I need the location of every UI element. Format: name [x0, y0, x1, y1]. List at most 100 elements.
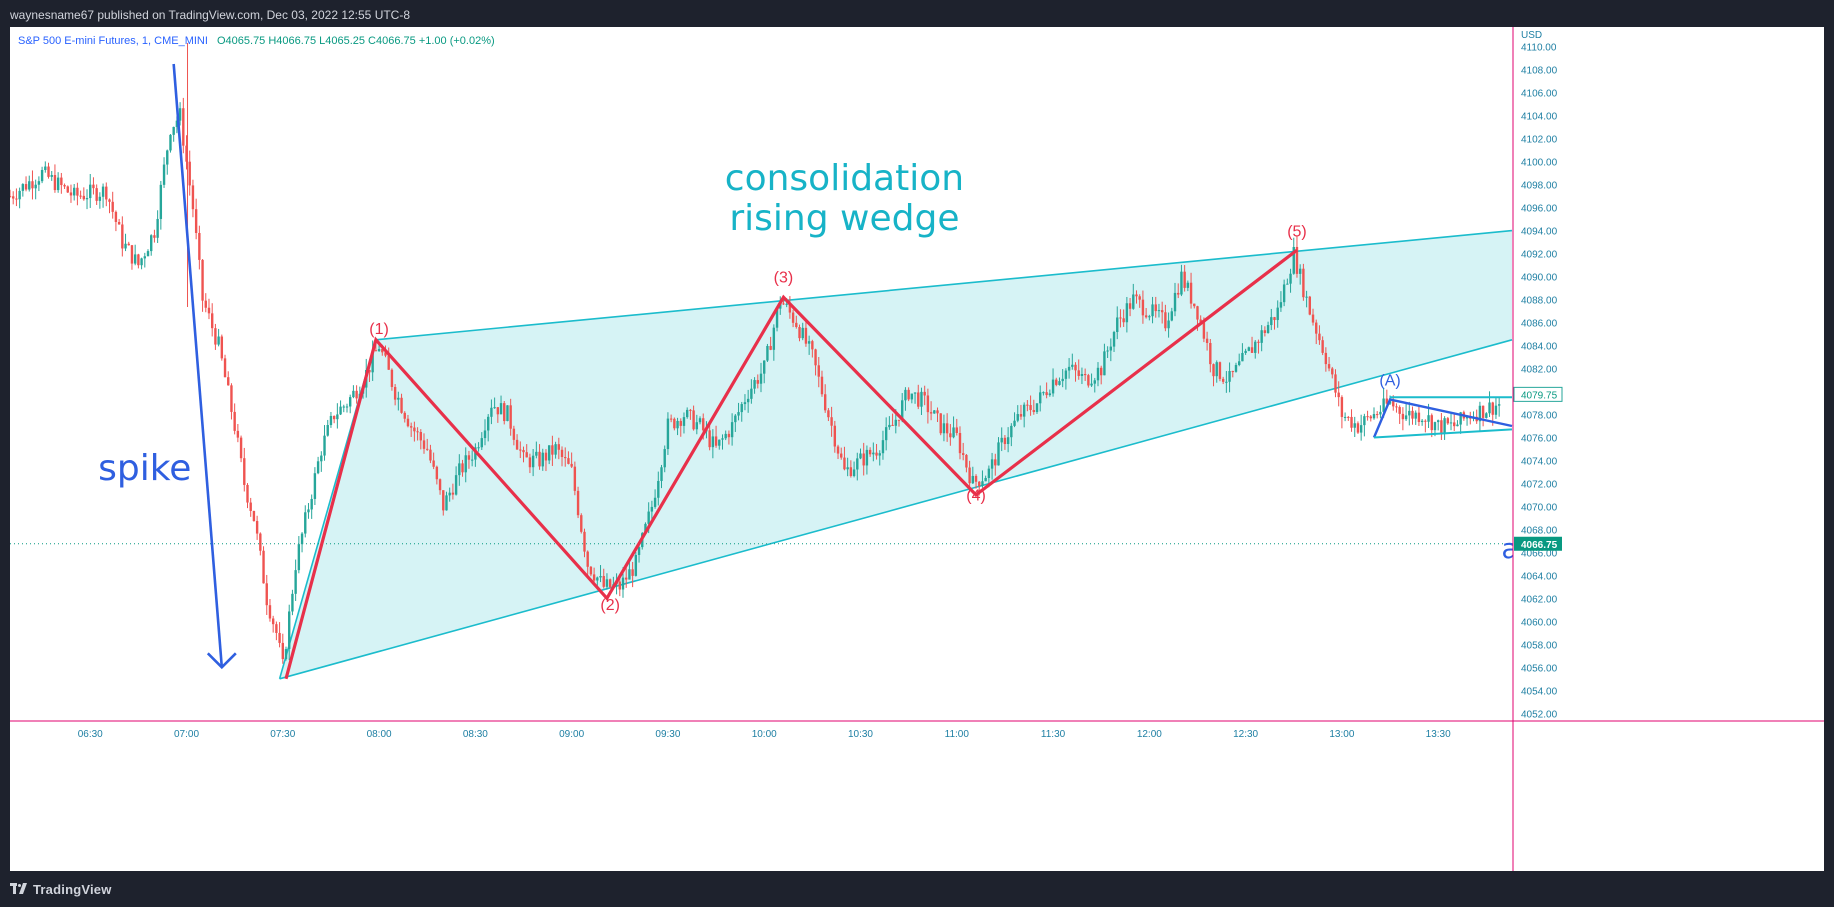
candle-body [843, 457, 846, 470]
candle-body [191, 185, 195, 210]
candle-body [551, 445, 554, 455]
candle-body [522, 450, 525, 453]
candle-body [470, 459, 474, 461]
candle-body [766, 345, 769, 361]
candle-body [1196, 306, 1199, 320]
candle-body [194, 209, 198, 233]
candle-body [1353, 423, 1356, 428]
candle-body [390, 369, 394, 387]
chart-frame[interactable]: (1) (2) (3) (4) (5) (A) consolidation rising we… [10, 27, 1824, 871]
annotation-spike: spike [98, 448, 191, 489]
candle-body [220, 336, 224, 359]
candle-body [1254, 341, 1257, 353]
candle-body [458, 463, 461, 476]
candle-body [833, 425, 837, 447]
secondary-price-label: 4079.75 [1521, 390, 1558, 401]
candle-body [467, 455, 471, 460]
candle-body [515, 439, 519, 450]
candle-body [1366, 416, 1369, 418]
x-tick-label: 08:00 [367, 729, 392, 740]
annotation-consolidation: consolidation [725, 158, 964, 199]
candle-body [82, 195, 86, 200]
candle-body [307, 509, 310, 513]
candle-body [1019, 414, 1023, 417]
candle-body [920, 391, 923, 407]
candle-body [673, 418, 676, 429]
candle-body [544, 452, 548, 461]
candle-body [342, 406, 345, 408]
candle-body [1417, 412, 1421, 423]
secondary-price-box [1513, 386, 1563, 402]
x-tick-label: 09:30 [655, 729, 680, 740]
candle-body [140, 258, 143, 266]
candle-body [355, 390, 358, 399]
candle-body [137, 254, 140, 266]
candle-body [50, 175, 53, 177]
candle-body [288, 611, 291, 650]
candle-body [1241, 352, 1244, 362]
x-tick-label: 12:00 [1137, 729, 1162, 740]
candle-body [679, 420, 682, 426]
candle-body [1478, 405, 1482, 422]
candle-body [1298, 268, 1302, 274]
candle-body [779, 303, 782, 309]
candle-body [316, 461, 320, 474]
candle-body [499, 403, 503, 415]
candle-body [44, 166, 47, 170]
candle-body [1205, 338, 1209, 343]
candle-body [1276, 307, 1279, 321]
y-tick-label: 4108.00 [1521, 66, 1558, 77]
candle-body [18, 190, 21, 200]
candle-body [393, 386, 397, 400]
candle-body [159, 184, 163, 219]
candle-body [21, 184, 25, 191]
candle-body [936, 410, 939, 414]
candle-body [278, 632, 281, 643]
candle-body [820, 376, 824, 395]
annotation-rising-wedge: rising wedge [729, 198, 959, 239]
candle-body [204, 300, 207, 308]
candle-body [554, 444, 557, 455]
abc-flat-line-2 [1373, 428, 1513, 439]
candle-body [397, 397, 400, 400]
candle-body [1061, 378, 1064, 382]
candle-body [560, 449, 564, 458]
candle-body [1112, 332, 1116, 347]
candle-body [1343, 416, 1347, 418]
tradingview-logo[interactable]: TradingView [10, 882, 112, 897]
candle-body [807, 341, 811, 344]
y-tick-label: 4058.00 [1521, 640, 1558, 651]
candle-body [1132, 294, 1135, 309]
candle-body [435, 466, 439, 480]
candle-body [1440, 420, 1443, 433]
candle-body [10, 196, 12, 198]
candle-body [1119, 317, 1122, 319]
candle-body [907, 389, 910, 400]
candle-body [496, 407, 500, 415]
candle-body [464, 455, 467, 473]
candle-body [1064, 370, 1068, 379]
candle-body [698, 418, 702, 423]
candle-body [727, 433, 731, 438]
candle-body [894, 419, 897, 426]
candle-body [339, 406, 342, 415]
candle-body [493, 407, 496, 409]
x-tick-label: 10:30 [848, 729, 873, 740]
symbol-name: S&P 500 E-mini Futures, 1, CME_MINI [18, 35, 208, 47]
candle-body [990, 459, 994, 469]
candle-body [1087, 375, 1090, 386]
candle-body [538, 451, 541, 467]
candle-body [313, 473, 317, 499]
candle-body [1083, 374, 1087, 376]
candle-body [1225, 381, 1228, 383]
candle-body [1177, 292, 1180, 295]
candle-body [294, 570, 297, 594]
candle-body [721, 438, 724, 440]
candle-body [811, 341, 814, 350]
candle-body [1141, 299, 1145, 316]
candle-body [512, 428, 516, 440]
candle-body [1270, 317, 1273, 326]
candle-body [1485, 413, 1488, 418]
candle-body [1106, 350, 1109, 352]
